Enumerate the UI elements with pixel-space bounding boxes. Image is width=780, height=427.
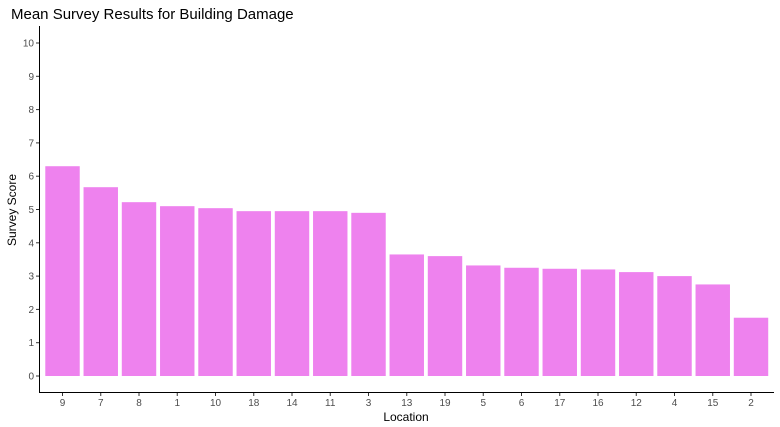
- y-tick-label: 1: [28, 338, 34, 349]
- bar-location-7: [83, 187, 118, 376]
- bar-location-10: [198, 208, 233, 376]
- bar-location-18: [236, 211, 271, 376]
- bar-location-1: [160, 206, 195, 376]
- y-tick-label: 0: [28, 372, 34, 383]
- x-tick-label: 18: [248, 398, 260, 409]
- bar-location-9: [45, 166, 80, 376]
- y-tick-label: 10: [23, 39, 35, 50]
- x-tick-label: 11: [325, 398, 336, 409]
- bar-location-12: [619, 272, 654, 376]
- bar-location-16: [580, 269, 616, 376]
- x-tick-label: 17: [554, 398, 566, 409]
- bar-location-4: [657, 276, 692, 376]
- y-tick-label: 3: [28, 272, 34, 283]
- x-tick-label: 8: [136, 398, 142, 409]
- y-tick-label: 7: [28, 138, 34, 149]
- bar-location-17: [542, 268, 577, 376]
- bar-location-19: [427, 256, 463, 376]
- y-tick-label: 9: [28, 72, 34, 83]
- x-tick-label: 9: [60, 398, 66, 409]
- x-tick-label: 16: [592, 398, 604, 409]
- x-axis-title: Location: [383, 410, 428, 424]
- bar-location-6: [504, 267, 539, 376]
- bar-location-5: [466, 265, 501, 376]
- bar-location-14: [274, 211, 310, 376]
- x-tick-label: 7: [98, 398, 104, 409]
- y-axis-ticks: 0 1 2 3 4 5 6 7 8 9 10: [23, 39, 40, 383]
- x-tick-label: 19: [439, 398, 451, 409]
- x-tick-label: 13: [401, 398, 413, 409]
- x-tick-label: 14: [286, 398, 298, 409]
- x-tick-label: 10: [210, 398, 222, 409]
- y-tick-label: 5: [28, 205, 34, 216]
- bar-location-3: [351, 212, 386, 376]
- y-tick-label: 4: [28, 238, 34, 249]
- x-tick-label: 3: [366, 398, 372, 409]
- y-axis-title: Survey Score: [5, 174, 19, 246]
- x-tick-label: 5: [480, 398, 486, 409]
- x-axis-ticks: 9 7 8 1 10 18 14 11 3 13 19 5 6 17 16 12 4 15 2: [60, 392, 754, 409]
- x-tick-label: 6: [519, 398, 525, 409]
- bar-location-8: [121, 202, 157, 376]
- bar-group: [45, 166, 769, 376]
- y-tick-label: 2: [28, 305, 34, 316]
- x-tick-label: 15: [707, 398, 719, 409]
- x-tick-label: 1: [174, 398, 180, 409]
- chart-title: Mean Survey Results for Building Damage: [11, 6, 294, 23]
- bar-location-11: [313, 211, 348, 376]
- y-tick-label: 8: [28, 105, 34, 116]
- x-tick-label: 2: [748, 398, 754, 409]
- bar-location-13: [389, 254, 424, 376]
- x-tick-label: 12: [631, 398, 643, 409]
- bar-location-15: [695, 284, 730, 376]
- bar-location-2: [733, 317, 769, 376]
- y-tick-label: 6: [28, 172, 34, 183]
- x-tick-label: 4: [672, 398, 678, 409]
